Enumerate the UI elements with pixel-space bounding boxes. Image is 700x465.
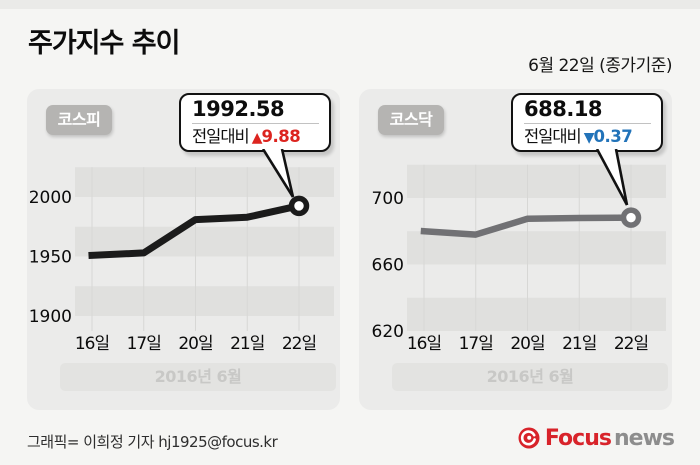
kosdaq-callout-value: 688.18 [524, 97, 603, 121]
x-tick-label: 20일 [510, 334, 544, 354]
x-tick-label: 17일 [127, 334, 161, 354]
kospi-delta-value: 9.88 [261, 127, 301, 146]
change-label: 전일대비 [192, 127, 250, 146]
kosdaq-month-band: 2016년 6월 [392, 363, 668, 391]
y-tick-label: 700 [372, 189, 404, 209]
kosdaq-delta-value: 0.37 [593, 127, 633, 146]
x-tick-label: 21일 [562, 334, 596, 354]
x-tick-label: 16일 [75, 334, 109, 354]
focus-logo-icon [518, 427, 540, 449]
kospi-month-band: 2016년 6월 [60, 363, 336, 391]
last-point-marker [288, 195, 310, 217]
kospi-callout-tail [261, 149, 295, 198]
kospi-callout-value: 1992.58 [192, 97, 285, 121]
kosdaq-badge: 코스닥 [378, 105, 444, 135]
kosdaq-panel: 700 660 620 16일 17일 20일 21일 22일 코스닥 2016년 6월 68… [359, 89, 672, 410]
kospi-callout: 1992.58 전일대비 ▲9.88 [179, 93, 331, 152]
callout-divider [192, 123, 319, 124]
kosdaq-callout-change: 전일대비 ▼0.37 [524, 126, 651, 149]
index-line [88, 201, 304, 259]
x-tick-label: 20일 [178, 334, 212, 354]
x-tick-label: 16일 [407, 334, 441, 354]
logo-text-focus: Focus [544, 425, 612, 451]
y-tick-label: 1950 [29, 248, 72, 268]
x-tick-label: 22일 [282, 334, 316, 354]
kospi-callout-change: 전일대비 ▲9.88 [192, 126, 319, 149]
y-tick-label: 2000 [29, 188, 72, 208]
x-tick-label: 17일 [459, 334, 493, 354]
up-triangle-icon: ▲ [251, 130, 263, 146]
top-divider-strip [0, 0, 700, 9]
plot-band [407, 231, 666, 265]
x-tick-label: 22일 [614, 334, 648, 354]
plot-band [407, 297, 666, 331]
change-label: 전일대비 [524, 127, 582, 146]
credit-line: 그래픽= 이희정 기자 hj1925@focus.kr [27, 433, 278, 451]
focus-news-logo: Focus news [517, 424, 675, 452]
y-tick-label: 620 [372, 322, 404, 342]
y-tick-label: 660 [372, 256, 404, 276]
kospi-badge: 코스피 [46, 105, 112, 135]
kosdaq-callout: 688.18 전일대비 ▼0.37 [511, 93, 663, 152]
callout-divider [524, 123, 651, 124]
kosdaq-callout-tail [595, 149, 629, 206]
logo-text-news: news [613, 425, 675, 451]
y-tick-label: 1900 [29, 307, 72, 327]
last-point-marker [620, 207, 642, 228]
date-note: 6월 22일 (종가기준) [528, 56, 672, 76]
x-tick-label: 21일 [230, 334, 264, 354]
kospi-panel: 2000 1950 1900 16일 17일 20일 21일 22일 코스피 2016년 6월… [27, 89, 340, 410]
page-title: 주가지수 추이 [28, 28, 180, 59]
plot-band [75, 286, 334, 316]
index-line [420, 214, 635, 238]
down-triangle-icon: ▼ [583, 130, 595, 146]
